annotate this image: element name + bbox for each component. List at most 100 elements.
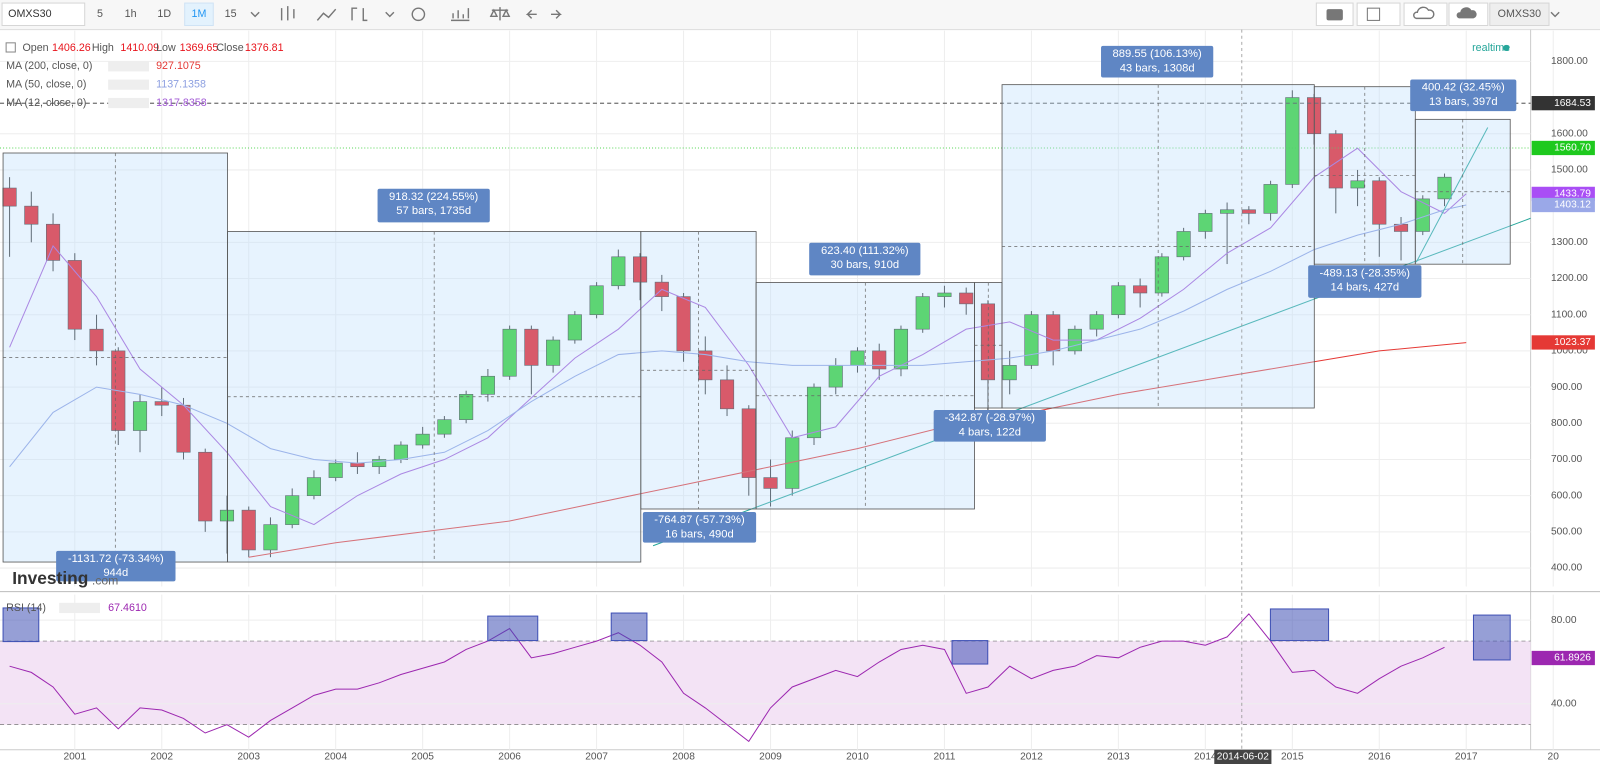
- candle-body: [1328, 133, 1343, 189]
- ohlc-label: Close: [216, 42, 243, 54]
- draw-icon[interactable]: [351, 7, 368, 22]
- measure-change: 400.42 (32.45%): [1422, 82, 1505, 94]
- dropdown-icon[interactable]: [1550, 11, 1560, 18]
- y-tick-label: 1800.00: [1551, 56, 1588, 67]
- line-icon[interactable]: [316, 8, 337, 21]
- y-tick-label: 1200.00: [1551, 273, 1588, 284]
- y-tick-label: 1500.00: [1551, 165, 1588, 176]
- measure-change: -1131.72 (-73.34%): [68, 553, 164, 565]
- y-tick-label: 400.00: [1551, 563, 1582, 574]
- price-tag: [1531, 197, 1595, 213]
- rsi-highlight-box: [1269, 608, 1330, 642]
- measure-label-bg: [1410, 79, 1517, 112]
- price-tag-label: 1023.37: [1554, 337, 1591, 348]
- measure-detail: 944d: [103, 567, 128, 579]
- measure-label-bg: [377, 188, 490, 223]
- price-tag: [1531, 96, 1595, 111]
- redo-icon[interactable]: [551, 9, 562, 19]
- measure-change: 623.40 (111.32%): [821, 245, 909, 257]
- measure-detail: 43 bars, 1308d: [1120, 62, 1195, 74]
- candle-body: [719, 379, 735, 410]
- ohlc-label: Open: [22, 42, 48, 54]
- y-tick-label: 1600.00: [1551, 128, 1588, 139]
- interval-button[interactable]: 1M: [192, 8, 207, 20]
- y-tick-label: 800.00: [1551, 418, 1582, 429]
- x-tick-label: 2008: [672, 752, 695, 763]
- rsi-tag: [1531, 650, 1595, 666]
- x-tick-label: 2006: [498, 752, 521, 763]
- overlays: -1131.72 (-73.34%) 944d 918.32 (224.55%) 57…: [2, 29, 1517, 750]
- indicator-value: 927.1075: [156, 60, 201, 72]
- candle-body: [1198, 213, 1213, 232]
- interval-button[interactable]: 15: [225, 8, 237, 20]
- x-tick-label: 2011: [934, 752, 956, 763]
- indicator-name: MA (12, close, 0): [6, 97, 86, 109]
- candle-body: [328, 462, 343, 478]
- measure-change: -489.13 (-28.35%): [1320, 267, 1411, 279]
- y-tick-label: 1300.00: [1551, 237, 1588, 248]
- candle-icon[interactable]: [280, 6, 295, 21]
- candle-body: [502, 328, 517, 377]
- candle-body: [937, 292, 952, 297]
- candle-body: [219, 509, 235, 522]
- rsi-value: 67.4610: [108, 602, 147, 614]
- candle-body: [1154, 256, 1169, 294]
- dropdown-icon[interactable]: [385, 11, 395, 18]
- rsi-highlight-box: [1472, 614, 1511, 661]
- legend-icons: [59, 602, 100, 614]
- cloud-save-icon[interactable]: [1456, 7, 1477, 19]
- candle-body: [959, 292, 974, 305]
- price-tag-label: 1403.12: [1554, 200, 1591, 211]
- indicators-icon[interactable]: [451, 8, 470, 22]
- measure-change: 918.32 (224.55%): [389, 191, 478, 203]
- interval-button[interactable]: 5: [97, 8, 103, 20]
- measure-label-bg: [1308, 265, 1422, 298]
- ohlc-value: 1376.81: [245, 42, 284, 54]
- logo-suffix: .com: [92, 574, 119, 588]
- crosshair-date: 2014-06-02: [1217, 752, 1269, 763]
- undo-icon[interactable]: [525, 9, 537, 19]
- camera-icon[interactable]: [1326, 9, 1343, 21]
- symbol-input[interactable]: [1, 2, 86, 27]
- measure-label-bg: [642, 512, 757, 543]
- compare-icon[interactable]: [489, 7, 511, 21]
- price-tag-label: 1684.53: [1554, 98, 1591, 109]
- settings-icon[interactable]: [411, 7, 426, 22]
- rsi-highlight-box: [610, 612, 648, 642]
- candle-body: [1372, 180, 1387, 225]
- collapse-icon[interactable]: [5, 42, 16, 53]
- x-tick-label: 2015: [1281, 752, 1304, 763]
- candle-body: [306, 477, 321, 496]
- y-tick-label: 40.00: [1551, 698, 1577, 709]
- candle-body: [46, 223, 61, 261]
- x-tick-label: 20: [1548, 752, 1560, 763]
- y-tick-label: 700.00: [1551, 454, 1582, 465]
- x-tick-label: 2005: [411, 752, 434, 763]
- measure-detail: 4 bars, 122d: [959, 426, 1021, 438]
- rsi-pane: [0, 594, 1554, 750]
- indicator-name: MA (200, close, 0): [6, 60, 92, 72]
- candle-body: [372, 459, 387, 468]
- interval-button[interactable]: 1h: [125, 8, 137, 20]
- candle-body: [154, 401, 169, 406]
- x-tick-label: 2016: [1368, 752, 1391, 763]
- ohlc-label: Low: [156, 42, 176, 54]
- candle-body: [415, 433, 430, 446]
- interval-button[interactable]: 1D: [157, 8, 171, 20]
- ohlc-value: 1369.65: [180, 42, 219, 54]
- x-tick-label: 2004: [324, 752, 347, 763]
- dropdown-icon[interactable]: [250, 11, 260, 18]
- rsi-tag-label: 61.8926: [1554, 653, 1591, 664]
- moving-average-line: [248, 342, 1467, 558]
- button[interactable]: [1403, 2, 1448, 27]
- layout-icon[interactable]: [1366, 7, 1381, 21]
- measure-box: [1414, 118, 1511, 265]
- candle-body: [1133, 285, 1148, 294]
- candle-body: [1111, 285, 1126, 316]
- cloud-load-icon[interactable]: [1413, 6, 1435, 20]
- button[interactable]: [1356, 2, 1401, 27]
- legend-icons: [108, 97, 149, 109]
- candle-body: [546, 339, 561, 366]
- toolbar: OMXS30 5 1h 1D 1M 15 OMXS30: [0, 0, 1600, 31]
